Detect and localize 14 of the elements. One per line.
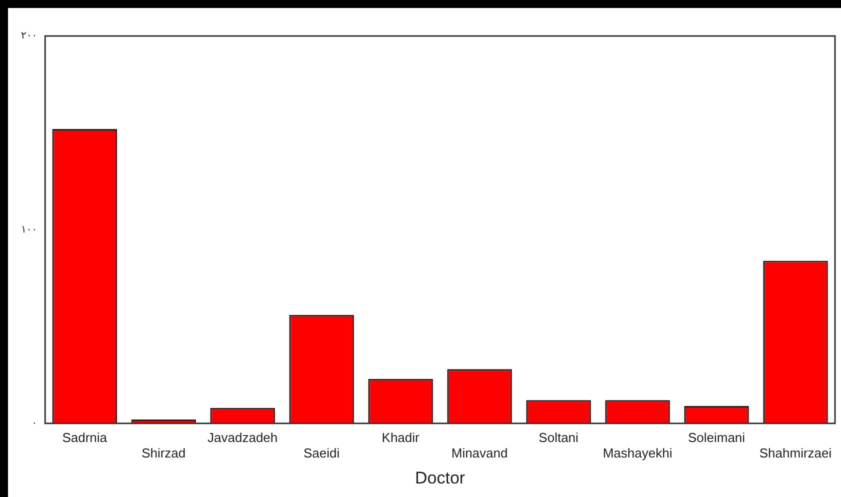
y-tick-label: ۱۰۰ [20,224,38,236]
x-tick-label: Sadrnia [62,430,108,445]
x-tick-label: Soltani [538,430,579,445]
x-tick-label: Mashayekhi [602,445,672,460]
x-tick-label: Soleimani [688,430,746,445]
y-tick-label: ۲۰۰ [20,30,38,42]
x-tick-label: Javadzadeh [208,430,278,445]
x-axis-title: Doctor [415,468,466,488]
x-tick-label: Shahmirzaei [759,445,832,460]
x-tick-label: Khadir [382,430,420,445]
y-tick-label: ۰ [32,418,38,429]
x-tick-label: Saeidi [304,445,340,460]
x-tick-label: Minavand [451,445,508,460]
x-tick-label: Shirzad [142,445,186,460]
